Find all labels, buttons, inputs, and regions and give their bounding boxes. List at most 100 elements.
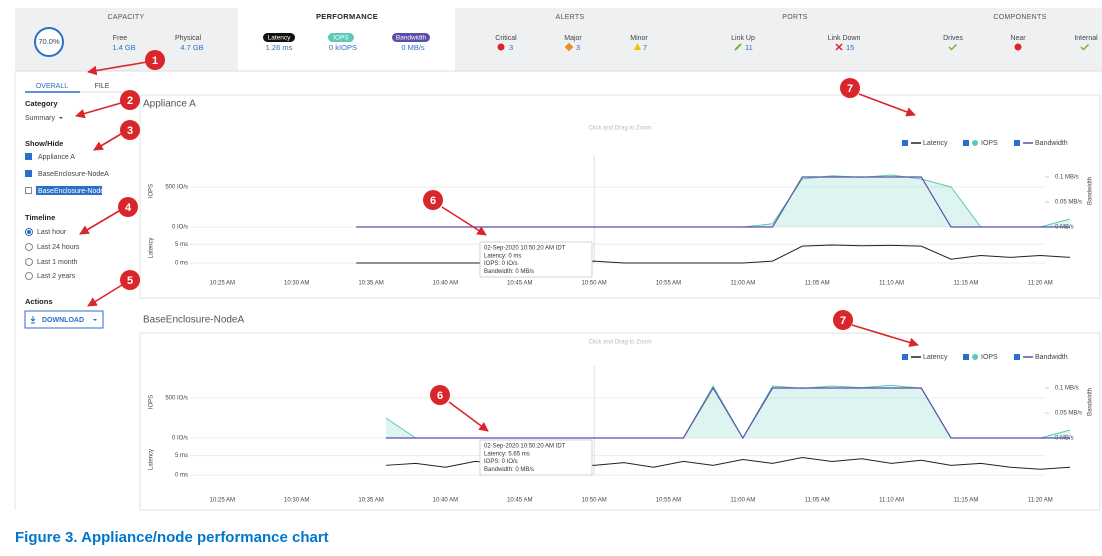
section-title: PERFORMANCE: [316, 12, 378, 21]
charts: Appliance A Click and Drag to Zoom Latency…: [139, 94, 1101, 511]
value: 7: [643, 43, 647, 52]
x-tick-label: 10:40 AM: [433, 498, 458, 504]
x-tick-label: 10:30 AM: [284, 281, 309, 287]
value: 11: [745, 43, 753, 52]
label: Drives: [943, 35, 963, 42]
section-title: ALERTS: [556, 14, 585, 21]
section-title: CAPACITY: [108, 14, 145, 21]
bandwidth-line: [385, 386, 1070, 440]
pill: IOPS: [333, 35, 349, 42]
label: Near: [1010, 35, 1026, 42]
chart-panel: [139, 332, 1101, 511]
section-title: COMPONENTS: [993, 14, 1046, 21]
callout-number: 1: [152, 55, 158, 67]
value: 1.26 ms: [266, 43, 293, 52]
x-tick-label: 10:25 AM: [210, 281, 235, 287]
tab[interactable]: FILE: [95, 83, 110, 90]
y-tick-label: 500 IO/s: [165, 396, 188, 402]
x-tick-label: 11:00 AM: [730, 498, 755, 504]
tab[interactable]: OVERALL: [36, 83, 68, 90]
label: Link Down: [828, 35, 861, 42]
download-button[interactable]: DOWNLOAD: [42, 317, 84, 324]
x-tick-label: 10:35 AM: [358, 498, 383, 504]
axis-label: Bandwidth: [1088, 177, 1094, 205]
x-tick-label: 10:35 AM: [358, 281, 383, 287]
x-tick-label: 11:15 AM: [953, 281, 978, 287]
iops-area: [356, 175, 1070, 227]
axis-label: IOPS: [149, 395, 155, 409]
legend-label: IOPS: [981, 354, 998, 361]
tooltip-line: IOPS: 0 IO/s: [484, 261, 518, 267]
dropdown[interactable]: Summary: [25, 115, 55, 122]
iops-area: [385, 385, 1070, 438]
section-label: Show/Hide: [25, 139, 63, 148]
legend-checkbox: [1014, 354, 1020, 360]
pill: Latency: [268, 35, 292, 42]
latency-line: [356, 244, 1071, 264]
radio-label[interactable]: Last 24 hours: [37, 244, 80, 251]
callout-number: 6: [430, 195, 436, 207]
y2-tick-label: 0.05 MB/s: [1055, 411, 1082, 417]
value: 3: [576, 43, 580, 52]
axis-label: IOPS: [149, 184, 155, 198]
x-tick-label: 10:45 AM: [507, 498, 532, 504]
value: 15: [846, 43, 854, 52]
y-tick-label: 0 ms: [175, 473, 188, 479]
tooltip: [479, 241, 593, 278]
x-tick-label: 11:10 AM: [879, 281, 904, 287]
tooltip-line: Latency: 5.65 ms: [484, 451, 530, 457]
x-tick-label: 11:20 AM: [1028, 498, 1053, 504]
axis-label: Bandwidth: [1088, 388, 1094, 416]
tooltip-line: 02-Sep-2020 10:50:20 AM IDT: [484, 246, 566, 252]
radio-label[interactable]: Last 2 years: [37, 273, 76, 280]
legend-checkbox: [902, 354, 908, 360]
tooltip-line: 02-Sep-2020 10:50:20 AM IDT: [484, 444, 566, 450]
section-label: Actions: [25, 297, 53, 306]
value: 0 kIOPS: [329, 43, 357, 52]
caption: Figure 3. Appliance/node performance cha…: [15, 529, 329, 546]
x-tick-label: 10:45 AM: [507, 281, 532, 287]
x-tick-label: 10:55 AM: [656, 281, 681, 287]
radio-label[interactable]: Last hour: [37, 229, 67, 236]
legend-label: IOPS: [981, 140, 998, 147]
label: Minor: [630, 35, 648, 42]
legend-checkbox: [963, 354, 969, 360]
x-tick-label: 11:15 AM: [953, 498, 978, 504]
tooltip-line: IOPS: 0 IO/s: [484, 459, 518, 465]
chart-panel: [139, 94, 1101, 299]
checkbox-label[interactable]: BaseEnclosure-NodeB: [38, 188, 109, 195]
zoom-hint: Click and Drag to Zoom: [588, 126, 651, 132]
y-tick-label: 0 IO/s: [172, 225, 188, 231]
y2-tick-label: 0.1 MB/s: [1055, 175, 1079, 181]
label: Internal: [1074, 35, 1098, 42]
y2-tick-label: 0.1 MB/s: [1055, 386, 1079, 392]
tooltip: [479, 439, 593, 476]
callout-number: 3: [127, 125, 133, 137]
tooltip-line: Bandwidth: 0 MB/s: [484, 269, 534, 275]
x-tick-label: 10:50 AM: [581, 281, 606, 287]
value: 1.4 GB: [112, 43, 135, 52]
label: Link Up: [731, 35, 755, 42]
callout-number: 7: [840, 315, 846, 327]
header: CAPACITY 70.0% Free 1.4 GB Physical 4.7 …: [15, 8, 1102, 72]
section-label: Timeline: [25, 213, 55, 222]
label: Major: [564, 35, 582, 42]
section-label: Category: [25, 99, 58, 108]
legend-label: Bandwidth: [1035, 354, 1068, 361]
x-tick-label: 10:30 AM: [284, 498, 309, 504]
x-tick-label: 10:25 AM: [210, 498, 235, 504]
checkbox-label[interactable]: Appliance A: [38, 154, 75, 161]
callout-number: 4: [125, 202, 132, 214]
callouts: 1 2 3 4 5 6 7 6 7: [75, 50, 919, 432]
x-tick-label: 11:05 AM: [805, 498, 830, 504]
checkbox-label[interactable]: BaseEnclosure-NodeA: [38, 171, 109, 178]
y-tick-label: 0 ms: [175, 261, 188, 267]
label: Free: [113, 35, 128, 42]
radio-label[interactable]: Last 1 month: [37, 259, 78, 266]
callout-number: 2: [127, 95, 133, 107]
axis-label: Latency: [149, 449, 155, 470]
x-tick-label: 10:50 AM: [581, 498, 606, 504]
value: 0 MB/s: [401, 43, 425, 52]
callout-number: 5: [127, 275, 133, 287]
